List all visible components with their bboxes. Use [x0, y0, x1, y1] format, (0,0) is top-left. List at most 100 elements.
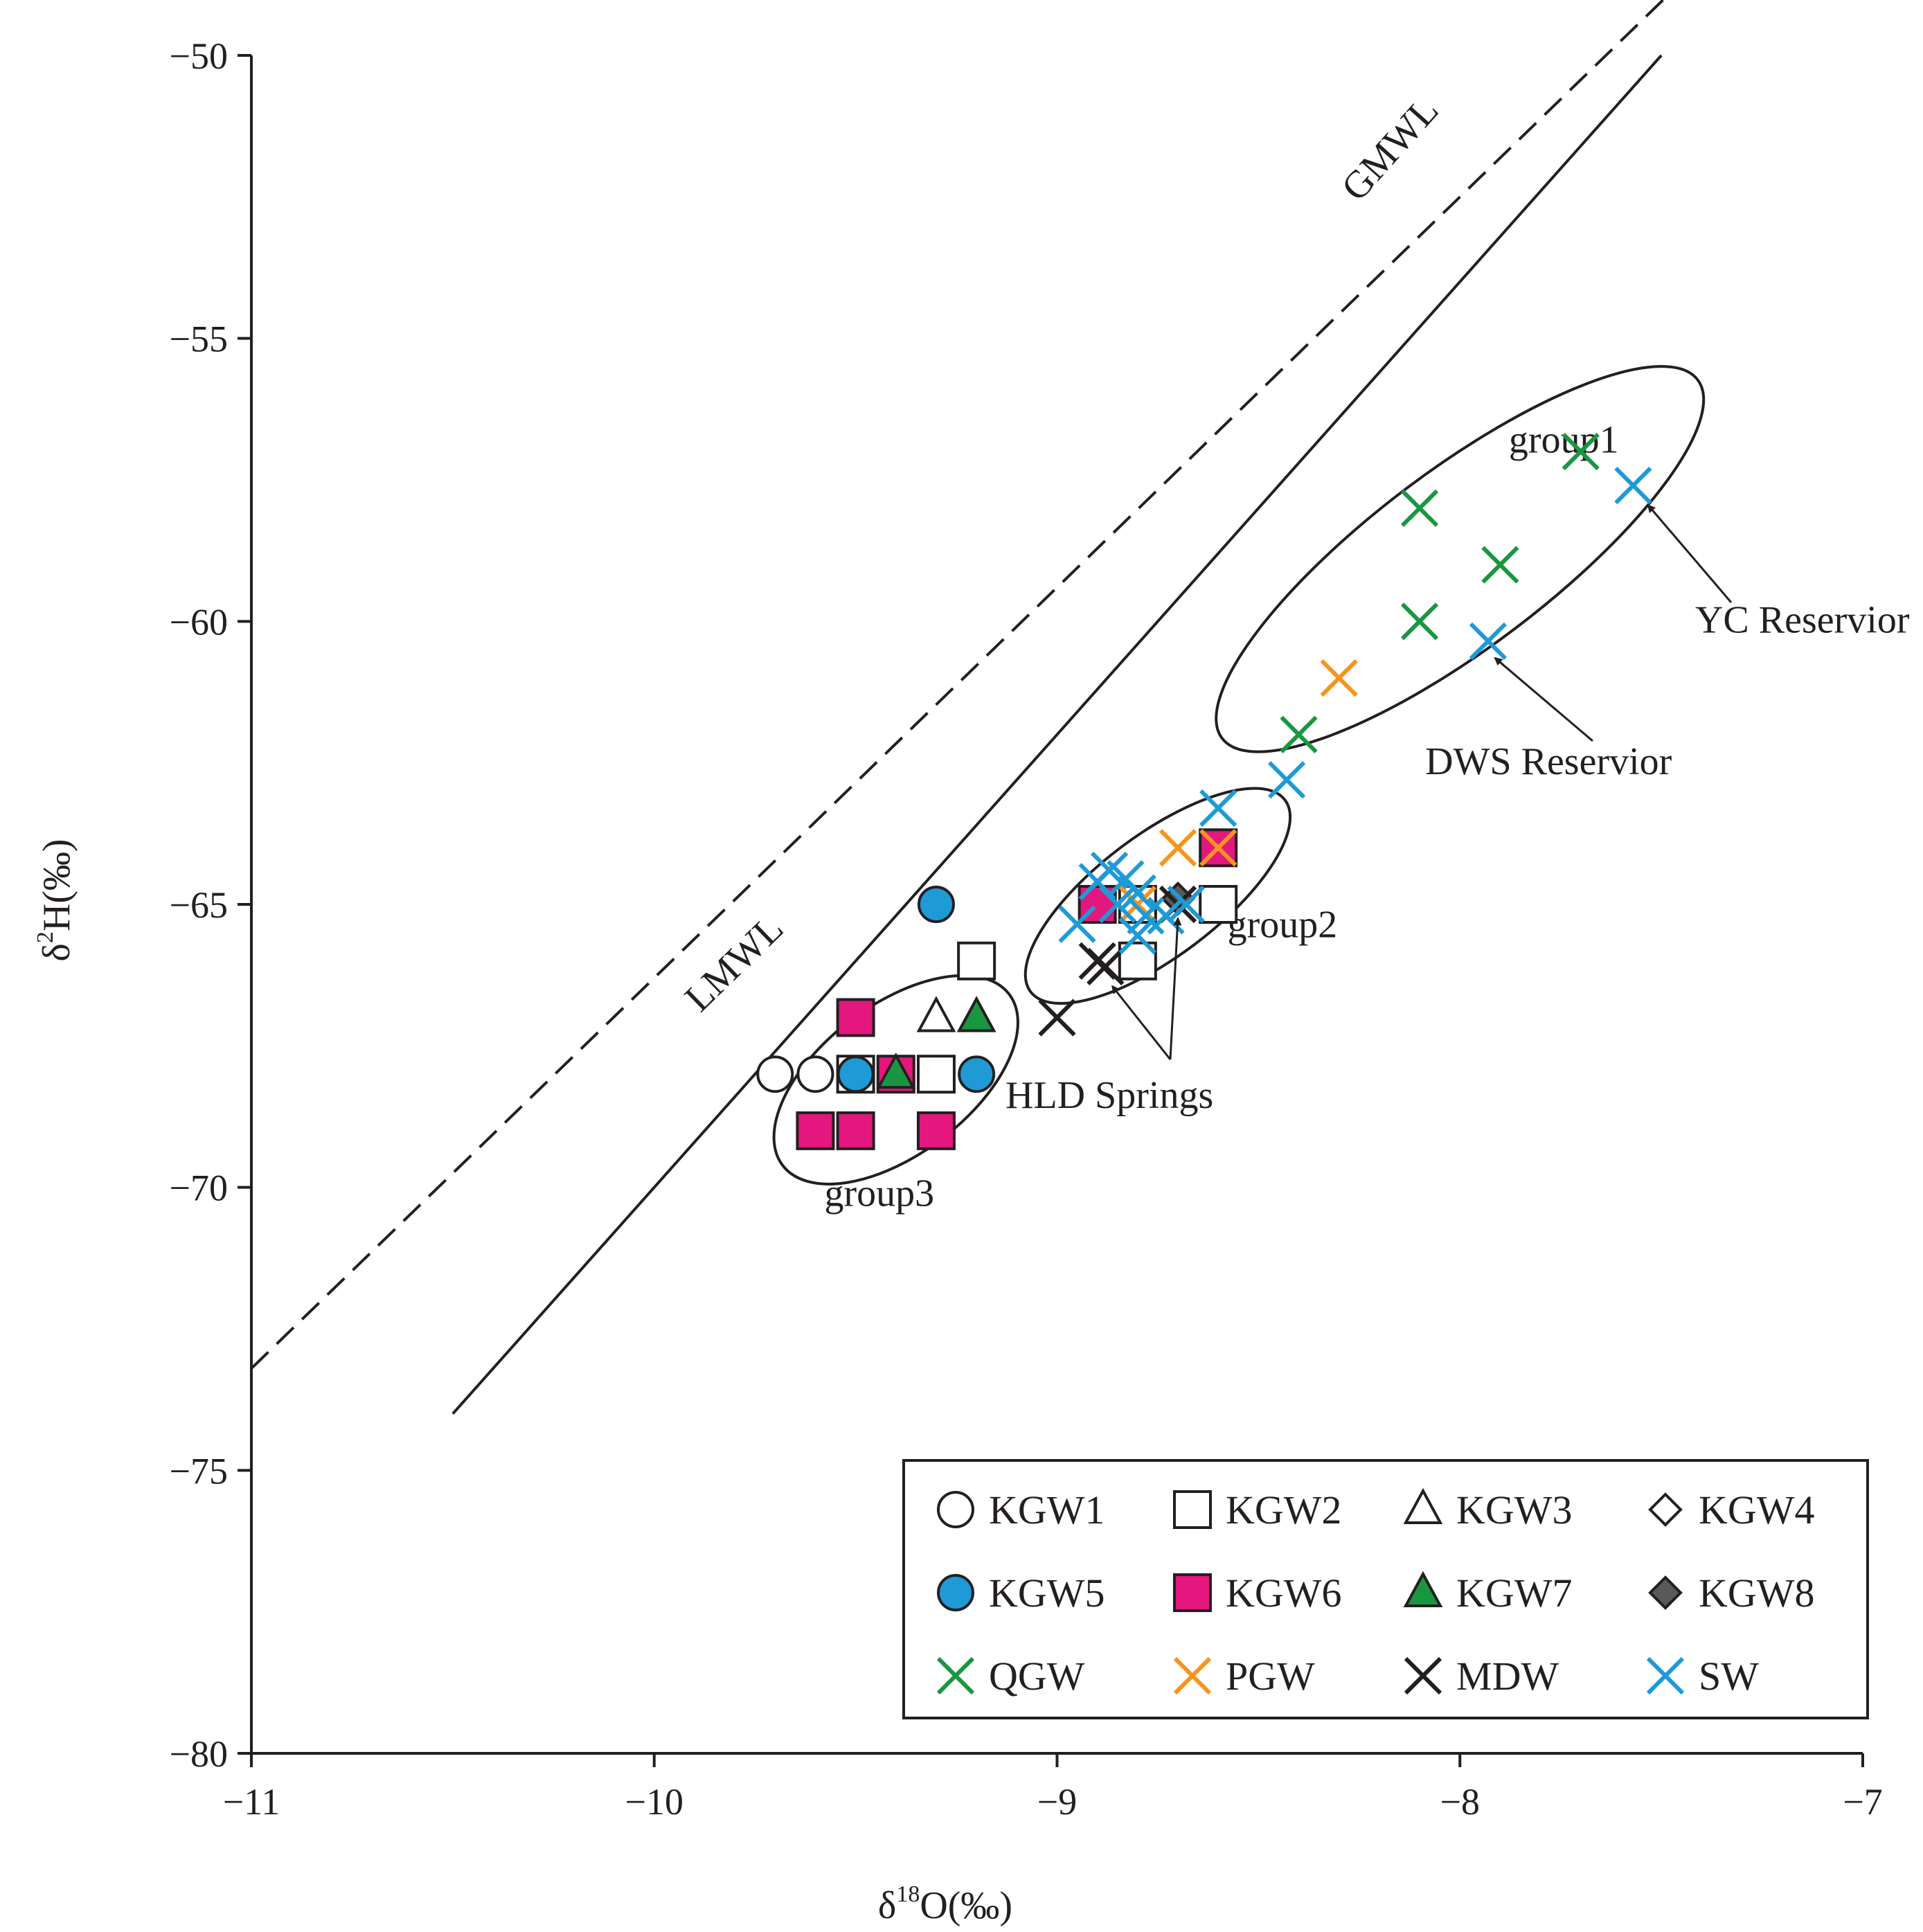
data-point [1118, 885, 1156, 924]
legend-item-mdw: MDW [1404, 1654, 1559, 1699]
data-point [836, 998, 875, 1037]
legend-marker [937, 1491, 974, 1528]
data-point [1614, 467, 1652, 505]
data-point [1159, 829, 1197, 867]
lmwl-label: LMWL [677, 906, 791, 1020]
data-point [1038, 999, 1076, 1037]
data-point [1127, 897, 1165, 935]
dws-reservior-label: DWS Reservior [1425, 740, 1672, 783]
x-tick-label: −10 [625, 1781, 683, 1823]
legend-box [902, 1459, 1869, 1719]
legend-marker [1173, 1573, 1212, 1612]
legend-marker [1648, 1492, 1683, 1527]
data-point [1118, 874, 1156, 912]
data-point [1400, 489, 1439, 527]
x-tick-label: −8 [1440, 1781, 1480, 1823]
yc-reservior-label: YC Reservior [1695, 599, 1910, 642]
data-point [1280, 715, 1318, 753]
annotations: YC Reservior DWS Reservior HLD Springs [1005, 503, 1910, 1117]
legend-marker [1173, 1490, 1212, 1529]
legend-item-kgw2: KGW2 [1173, 1487, 1342, 1532]
data-point [1199, 829, 1237, 867]
legend-item-kgw8: KGW8 [1648, 1571, 1815, 1616]
group2-label: group2 [1228, 904, 1338, 947]
y-tick-label: −65 [170, 884, 228, 926]
legend-item-sw: SW [1646, 1654, 1759, 1699]
data-point [796, 1055, 834, 1093]
data-point [916, 1055, 956, 1094]
legend-label: QGW [989, 1654, 1085, 1699]
legend-marker [936, 1656, 975, 1695]
legend-item-qgw: QGW [936, 1654, 1085, 1699]
legend-item-kgw7: KGW7 [1403, 1571, 1573, 1616]
lmwl-line [250, 0, 1665, 1370]
legend-marker [1403, 1487, 1443, 1524]
data-point [876, 1053, 916, 1089]
legend-marker [937, 1574, 974, 1611]
data-point [1481, 546, 1519, 584]
data-point [1098, 885, 1136, 924]
gmwl-label: GMWL [1333, 89, 1447, 209]
hld-springs-label: HLD Springs [1005, 1074, 1213, 1117]
legend-marker [1173, 1656, 1212, 1695]
data-point [837, 1055, 875, 1093]
legend-label: KGW3 [1456, 1487, 1573, 1532]
data-point [756, 1055, 794, 1093]
hld-springs-arrow-2 [1169, 917, 1182, 1060]
group3-label: group3 [824, 1172, 934, 1215]
x-tick-label: −7 [1843, 1781, 1882, 1823]
y-axis-label: δ2H(‰) [33, 839, 78, 961]
group1-ellipse [1215, 365, 1706, 753]
data-point [1118, 916, 1156, 955]
data-point [956, 996, 996, 1032]
legend-item-kgw6: KGW6 [1173, 1571, 1342, 1616]
group1-label: group1 [1509, 418, 1619, 461]
legend-label: KGW7 [1456, 1571, 1573, 1616]
data-point [836, 1111, 875, 1150]
reference-lines: GMWL LMWL [250, 0, 1665, 1415]
data-point [1199, 885, 1238, 924]
legend-marker [1404, 1656, 1442, 1695]
y-tick-label: −75 [170, 1450, 228, 1492]
legend-marker [1403, 1571, 1443, 1607]
legend: KGW1 KGW2 KGW3 KGW4 KGW5 KGW6 KGW7 KGW8 QGW PGW MD… [902, 1459, 1869, 1719]
data-point [1167, 885, 1205, 924]
data-point [916, 996, 956, 1032]
legend-label: KGW4 [1699, 1487, 1815, 1532]
series-kgw7 [876, 996, 996, 1089]
y-tick-label: −70 [170, 1168, 228, 1209]
series-kgw5 [837, 886, 996, 1093]
legend-item-kgw3: KGW3 [1403, 1487, 1573, 1532]
hld-springs-arrow [1111, 985, 1172, 1060]
series-sw [1058, 467, 1652, 955]
data-point [1267, 761, 1306, 799]
legend-label: SW [1699, 1654, 1759, 1699]
data-point [1469, 622, 1508, 661]
group2-ellipse [1023, 787, 1292, 1005]
y-tick-label: −55 [170, 319, 228, 360]
data-point [796, 1111, 835, 1150]
y-tick-label: −50 [170, 35, 228, 77]
series-qgw [1280, 433, 1600, 753]
legend-label: MDW [1456, 1654, 1559, 1699]
data-point [1086, 947, 1125, 986]
data-point [1199, 789, 1237, 828]
x-tick-label: −9 [1037, 1781, 1077, 1823]
data-point [1320, 659, 1358, 697]
series-kgw1 [756, 1055, 834, 1093]
group-ellipses: group1 group2 group3 [772, 365, 1706, 1215]
data-point [916, 1111, 956, 1150]
legend-label: KGW5 [989, 1571, 1105, 1616]
yc-reservior-arrow [1647, 503, 1733, 603]
legend-item-kgw5: KGW5 [937, 1571, 1105, 1616]
legend-item-kgw1: KGW1 [937, 1487, 1105, 1532]
legend-label: KGW2 [1226, 1487, 1342, 1532]
dws-reservior-arrow [1494, 656, 1593, 742]
data-point [1058, 905, 1096, 943]
x-tick-label: −11 [223, 1781, 280, 1823]
data-point [917, 886, 955, 923]
data-point [1400, 602, 1439, 641]
data-point [1562, 433, 1600, 471]
legend-marker [1648, 1575, 1683, 1610]
